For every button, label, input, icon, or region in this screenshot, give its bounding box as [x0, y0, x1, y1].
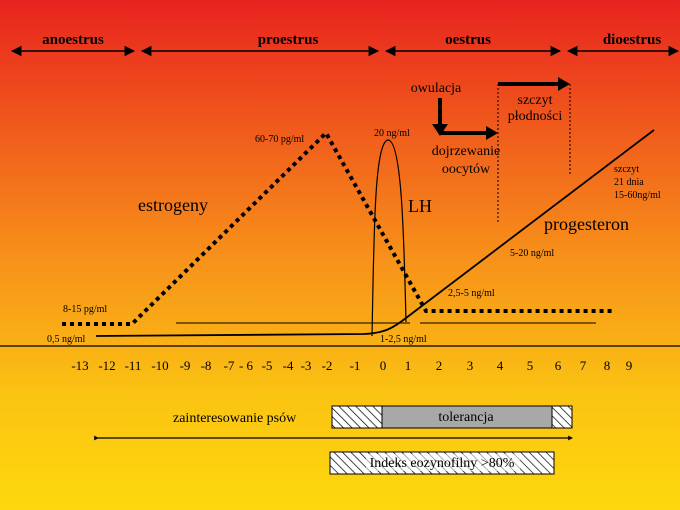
progesterone-ovulation-value: 1-2,5 ng/ml — [380, 334, 427, 345]
eosinophil-index-label: Indeks eozynofilny >80% — [370, 456, 515, 471]
axis-tick-label: 9 — [626, 358, 633, 373]
oocyte-arrow-head — [486, 126, 498, 140]
progesterone-peak-line3: 15-60ng/ml — [614, 190, 661, 201]
tolerance-label: tolerancja — [438, 410, 494, 425]
oocyte-label-line1: dojrzewanie — [432, 144, 500, 159]
estrogen-curve — [62, 129, 612, 326]
axis-tick-label: 7 — [580, 358, 587, 373]
axis-tick-label: -5 — [262, 358, 273, 373]
axis-tick-label: -10 — [151, 358, 168, 373]
progesterone-peak-line2: 21 dnia — [614, 177, 644, 188]
progesterone-mid-value: 5-20 ng/ml — [510, 248, 554, 259]
fertility-arrow-head — [558, 77, 570, 91]
progesterone-curve — [95, 129, 655, 337]
axis-tick-label: -11 — [125, 358, 142, 373]
axis-tick-label: -4 — [283, 358, 294, 373]
axis-tick-label: 0 — [380, 358, 387, 373]
axis-tick-label: -3 — [301, 358, 312, 373]
axis-tick-label: 4 — [497, 358, 504, 373]
fertility-label-line2: płodności — [508, 109, 563, 124]
interest-label: zainteresowanie psów — [173, 411, 297, 426]
phase-label-proestrus: proestrus — [258, 32, 319, 48]
progesterone-base-value: 0,5 ng/ml — [47, 334, 86, 345]
phase-label-dioestrus: dioestrus — [603, 32, 662, 48]
progesterone-peak-line1: szczyt — [614, 164, 639, 175]
phase-label-oestrus: oestrus — [445, 32, 491, 48]
axis-tick-label: -12 — [98, 358, 115, 373]
estrogen-label: estrogeny — [138, 195, 208, 215]
tolerance-hatch-right — [551, 405, 573, 429]
axis-tick-label: 6 — [555, 358, 562, 373]
axis-tick-label: 8 — [604, 358, 611, 373]
eosinophil-label-backdrop — [366, 454, 520, 471]
axis-tick-label: - 6 — [239, 358, 254, 373]
lh-label: LH — [408, 196, 432, 216]
estrogen-base-value: 8-15 pg/ml — [63, 304, 107, 315]
axis-tick-label: -13 — [71, 358, 88, 373]
ovulation-arrow-head — [432, 124, 448, 136]
ovulation-label: owulacja — [411, 81, 462, 96]
lh-peak-value: 20 ng/ml — [374, 128, 410, 139]
lh-curve — [371, 139, 407, 337]
axis-tick-label: 2 — [436, 358, 443, 373]
axis-tick-label: 3 — [467, 358, 474, 373]
axis-tick-label: -9 — [180, 358, 191, 373]
progesterone-label: progesteron — [544, 214, 629, 234]
axis-tick-label: 5 — [527, 358, 534, 373]
fertility-label-line1: szczyt — [518, 93, 553, 108]
axis-tick-label: 1 — [405, 358, 412, 373]
progesterone-low-value: 2,5-5 ng/ml — [448, 288, 495, 299]
estrogen-peak-value: 60-70 pg/ml — [255, 134, 304, 145]
axis-tick-label: -1 — [350, 358, 361, 373]
tolerance-hatch-left — [331, 405, 383, 429]
axis-tick-labels: -13 -12 -11 -10 -9 -8 -7- 6 -5 -4 -3 -2 -1 0 1 2 3 4 5 6 7 8… — [71, 358, 632, 373]
axis-tick-label: -2 — [322, 358, 333, 373]
oocyte-label-line2: oocytów — [442, 162, 491, 177]
axis-tick-label: -7 — [224, 358, 235, 373]
axis-tick-label: -8 — [201, 358, 212, 373]
phase-label-anoestrus: anoestrus — [42, 32, 104, 48]
